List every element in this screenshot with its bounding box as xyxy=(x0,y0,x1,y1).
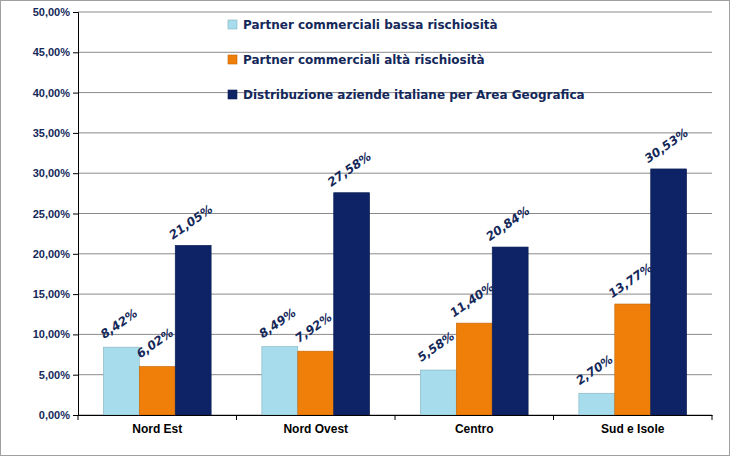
bar xyxy=(175,245,211,415)
data-label: 2,70% xyxy=(573,352,615,387)
legend-swatch xyxy=(228,20,237,29)
x-separator xyxy=(236,415,237,420)
legend-label: Distribuzione aziende italiane per Area … xyxy=(243,88,585,102)
bar xyxy=(492,247,528,415)
bars xyxy=(103,169,686,415)
grid-line xyxy=(78,173,712,174)
grid-line xyxy=(78,132,712,133)
x-tick-label: Nord Ovest xyxy=(283,422,348,436)
bar xyxy=(139,366,175,415)
data-label: 6,02% xyxy=(134,326,176,361)
data-labels: 8,42%8,49%5,58%2,70%6,02%7,92%11,40%13,7… xyxy=(98,126,691,388)
y-tick-label: 40,00% xyxy=(33,87,71,99)
bar xyxy=(456,323,492,415)
chart-border xyxy=(1,1,730,456)
bar xyxy=(579,393,615,415)
y-tick-label: 20,00% xyxy=(33,248,71,260)
y-tick-label: 30,00% xyxy=(33,167,71,179)
bar xyxy=(615,304,651,415)
data-label: 5,58% xyxy=(415,329,457,364)
y-tick-mark xyxy=(73,93,78,94)
data-label: 27,58% xyxy=(325,149,374,189)
data-label: 13,77% xyxy=(606,261,655,301)
x-separator xyxy=(78,415,79,420)
y-tick: 15,00% xyxy=(33,288,78,300)
y-tick-mark xyxy=(73,12,78,13)
y-tick-mark xyxy=(73,254,78,255)
y-tick: 45,00% xyxy=(33,46,78,58)
legend-entry: Partner commerciali bassa rischiosità xyxy=(228,18,498,32)
legend-label: Partner commerciali bassa rischiosità xyxy=(243,18,498,32)
y-tick: 0,00% xyxy=(39,409,78,421)
x-tick: Centro xyxy=(455,415,494,436)
x-separator xyxy=(553,415,554,420)
y-tick: 5,00% xyxy=(39,369,78,381)
legend-swatch xyxy=(228,55,237,64)
data-label: 21,05% xyxy=(166,202,215,242)
y-tick: 10,00% xyxy=(33,328,78,340)
y-tick-label: 0,00% xyxy=(39,409,70,421)
bar xyxy=(262,347,298,415)
x-tick: Nord Est xyxy=(132,415,182,436)
y-tick-label: 25,00% xyxy=(33,208,71,220)
grid-line xyxy=(78,253,712,254)
data-label: 20,84% xyxy=(483,204,532,244)
y-tick-label: 15,00% xyxy=(33,288,71,300)
y-tick-mark xyxy=(73,294,78,295)
bar-series xyxy=(175,169,686,415)
bar xyxy=(651,169,687,415)
y-tick-mark xyxy=(73,173,78,174)
y-axis-line xyxy=(73,13,79,416)
y-tick: 50,00% xyxy=(33,6,78,18)
legend-swatch xyxy=(228,90,237,99)
y-tick-mark xyxy=(73,133,78,134)
data-label: 30,53% xyxy=(642,126,691,166)
y-tick-label: 10,00% xyxy=(33,328,71,340)
x-tick-label: Sud e Isole xyxy=(601,422,665,436)
x-tick: Sud e Isole xyxy=(601,415,665,436)
legend-label: Partner commerciali altà rischiosità xyxy=(243,53,485,67)
y-tick: 35,00% xyxy=(33,127,78,139)
legend: Partner commerciali bassa rischiosità Par… xyxy=(228,18,585,102)
grid xyxy=(78,12,712,415)
x-tick-label: Centro xyxy=(455,422,494,436)
y-tick-mark xyxy=(73,214,78,215)
bar-series xyxy=(139,304,650,415)
bar xyxy=(334,193,370,415)
x-separator xyxy=(712,415,713,420)
y-tick-mark xyxy=(73,375,78,376)
y-tick-label: 50,00% xyxy=(33,6,71,18)
data-label: 11,40% xyxy=(447,280,496,320)
plot: 0,00% 5,00% 10,00% 15,00% 20,00% 25,00% 30,00%… xyxy=(33,6,713,436)
y-tick-mark xyxy=(73,334,78,335)
grid-line xyxy=(78,213,712,214)
bar xyxy=(103,347,139,415)
legend-entry: Distribuzione aziende italiane per Area … xyxy=(228,88,585,102)
y-tick-mark xyxy=(73,415,78,416)
bar xyxy=(298,351,334,415)
bar xyxy=(420,370,456,415)
y-tick: 20,00% xyxy=(33,248,78,260)
x-tick-label: Nord Est xyxy=(132,422,182,436)
y-tick-label: 35,00% xyxy=(33,127,71,139)
y-tick: 30,00% xyxy=(33,167,78,179)
grid-line xyxy=(78,12,712,13)
data-label: 7,92% xyxy=(292,310,334,345)
y-tick-label: 45,00% xyxy=(33,46,71,58)
x-axis: Nord Est Nord Ovest Centro Sud e Isole xyxy=(78,415,713,436)
legend-entry: Partner commerciali altà rischiosità xyxy=(228,53,485,67)
y-tick-mark xyxy=(73,52,78,53)
y-tick: 25,00% xyxy=(33,208,78,220)
x-tick: Nord Ovest xyxy=(283,415,348,436)
chart: 0,00% 5,00% 10,00% 15,00% 20,00% 25,00% 30,00%… xyxy=(0,0,730,456)
y-axis: 0,00% 5,00% 10,00% 15,00% 20,00% 25,00% 30,00%… xyxy=(33,6,79,421)
y-tick: 40,00% xyxy=(33,87,78,99)
x-separator xyxy=(395,415,396,420)
y-tick-label: 5,00% xyxy=(39,369,70,381)
data-label: 8,42% xyxy=(98,306,140,341)
